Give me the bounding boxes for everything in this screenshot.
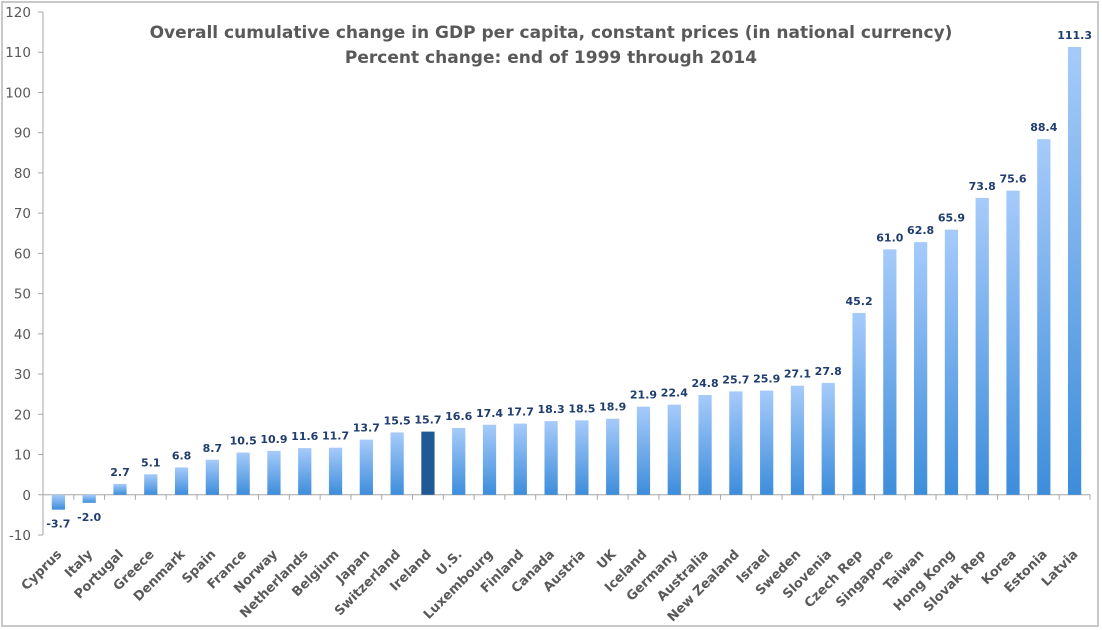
- bar-spain: [205, 459, 219, 495]
- data-label: -2.0: [77, 511, 101, 524]
- data-label: 6.8: [172, 449, 192, 462]
- data-label: 24.8: [692, 377, 719, 390]
- data-label: 27.1: [784, 368, 811, 381]
- data-label: 13.7: [353, 422, 380, 435]
- data-label: 18.5: [568, 402, 595, 415]
- bar-iceland: [636, 406, 651, 495]
- bar-netherlands: [298, 448, 312, 495]
- bar-belgium: [328, 447, 343, 495]
- bar-hong-kong: [944, 229, 959, 495]
- data-label: -3.7: [46, 518, 70, 531]
- y-tick-label: 110: [5, 45, 31, 61]
- data-label: 18.3: [538, 403, 565, 416]
- bar-luxembourg: [482, 424, 497, 495]
- bar-switzerland: [390, 432, 404, 495]
- bar-singapore: [883, 249, 897, 495]
- bar-israel: [760, 390, 774, 495]
- y-tick-label: 120: [5, 5, 31, 21]
- bar-estonia: [1037, 139, 1051, 495]
- data-label: 8.7: [203, 442, 223, 455]
- data-label: 11.6: [291, 430, 318, 443]
- data-label: 25.9: [753, 373, 780, 386]
- bar-latvia: [1067, 47, 1082, 495]
- data-labels: -3.7 -2.0 2.7 5.1 6.8 8.7 10.5 10.9 11.6 11.7 13.7…: [46, 29, 1092, 531]
- bar-new-zealand: [729, 391, 743, 495]
- bar-ireland: [421, 431, 435, 495]
- y-tick-label: 100: [5, 85, 31, 101]
- y-tick-label: -10: [9, 528, 31, 544]
- data-label: 65.9: [938, 212, 965, 225]
- data-label: 16.6: [445, 410, 472, 423]
- y-tick-label: 90: [14, 126, 31, 142]
- y-tick-label: 10: [14, 448, 31, 464]
- y-tick-label: 40: [14, 327, 31, 343]
- y-tick-label: 70: [14, 206, 31, 222]
- bar-cyprus: [51, 494, 66, 510]
- bar-korea: [1006, 190, 1020, 495]
- data-label: 15.7: [414, 414, 441, 427]
- bar-sweden: [790, 385, 805, 495]
- data-label: 15.5: [384, 414, 411, 427]
- bar-canada: [544, 421, 558, 495]
- chart-subtitle: Percent change: end of 1999 through 2014: [345, 48, 757, 68]
- data-label: 111.3: [1057, 29, 1092, 42]
- data-label: 73.8: [969, 180, 996, 193]
- y-tick-label: 0: [22, 488, 31, 504]
- y-tick-label: 50: [14, 287, 31, 303]
- bar-austria: [575, 420, 589, 495]
- data-label: 10.9: [260, 433, 287, 446]
- bar-denmark: [174, 467, 189, 495]
- bar-japan: [359, 439, 373, 495]
- data-label: 27.8: [815, 365, 842, 378]
- chart-title: Overall cumulative change in GDP per cap…: [150, 23, 953, 43]
- bar-czech-rep: [852, 312, 866, 495]
- bar-u-s-: [452, 427, 466, 495]
- data-label: 2.7: [110, 466, 130, 479]
- data-label: 10.5: [230, 435, 257, 448]
- bar-france: [236, 452, 250, 495]
- data-label: 11.7: [322, 430, 349, 443]
- bar-norway: [267, 450, 281, 495]
- data-label: 22.4: [661, 387, 688, 400]
- bar-italy: [82, 494, 96, 503]
- bars: [51, 47, 1082, 510]
- x-tick-labels: CyprusItalyPortugalGreeceDenmarkSpainFra…: [19, 547, 1082, 625]
- data-label: 75.6: [999, 173, 1026, 186]
- data-label: 17.4: [476, 407, 503, 420]
- bar-greece: [144, 474, 158, 495]
- bar-slovak-rep: [975, 197, 989, 495]
- data-label: 5.1: [141, 456, 161, 469]
- bar-australia: [698, 394, 712, 495]
- data-label: 17.7: [507, 406, 534, 419]
- x-tick-label: Cyprus: [19, 547, 66, 594]
- bar-germany: [667, 404, 681, 495]
- data-label: 62.8: [907, 224, 934, 237]
- bar-slovenia: [821, 382, 835, 495]
- bar-taiwan: [914, 242, 928, 495]
- bar-portugal: [113, 483, 127, 495]
- data-label: 88.4: [1030, 121, 1057, 134]
- y-tick-label: 80: [14, 166, 31, 182]
- data-label: 21.9: [630, 389, 657, 402]
- bar-uk: [606, 418, 620, 495]
- y-tick-label: 20: [14, 407, 31, 423]
- data-label: 25.7: [722, 373, 749, 386]
- x-tick-label: UK: [594, 547, 620, 573]
- data-label: 45.2: [845, 295, 872, 308]
- bar-finland: [513, 423, 527, 495]
- y-tick-label: 60: [14, 246, 31, 262]
- data-label: 18.9: [599, 401, 626, 414]
- y-tick-label: 30: [14, 367, 31, 383]
- data-label: 61.0: [876, 231, 903, 244]
